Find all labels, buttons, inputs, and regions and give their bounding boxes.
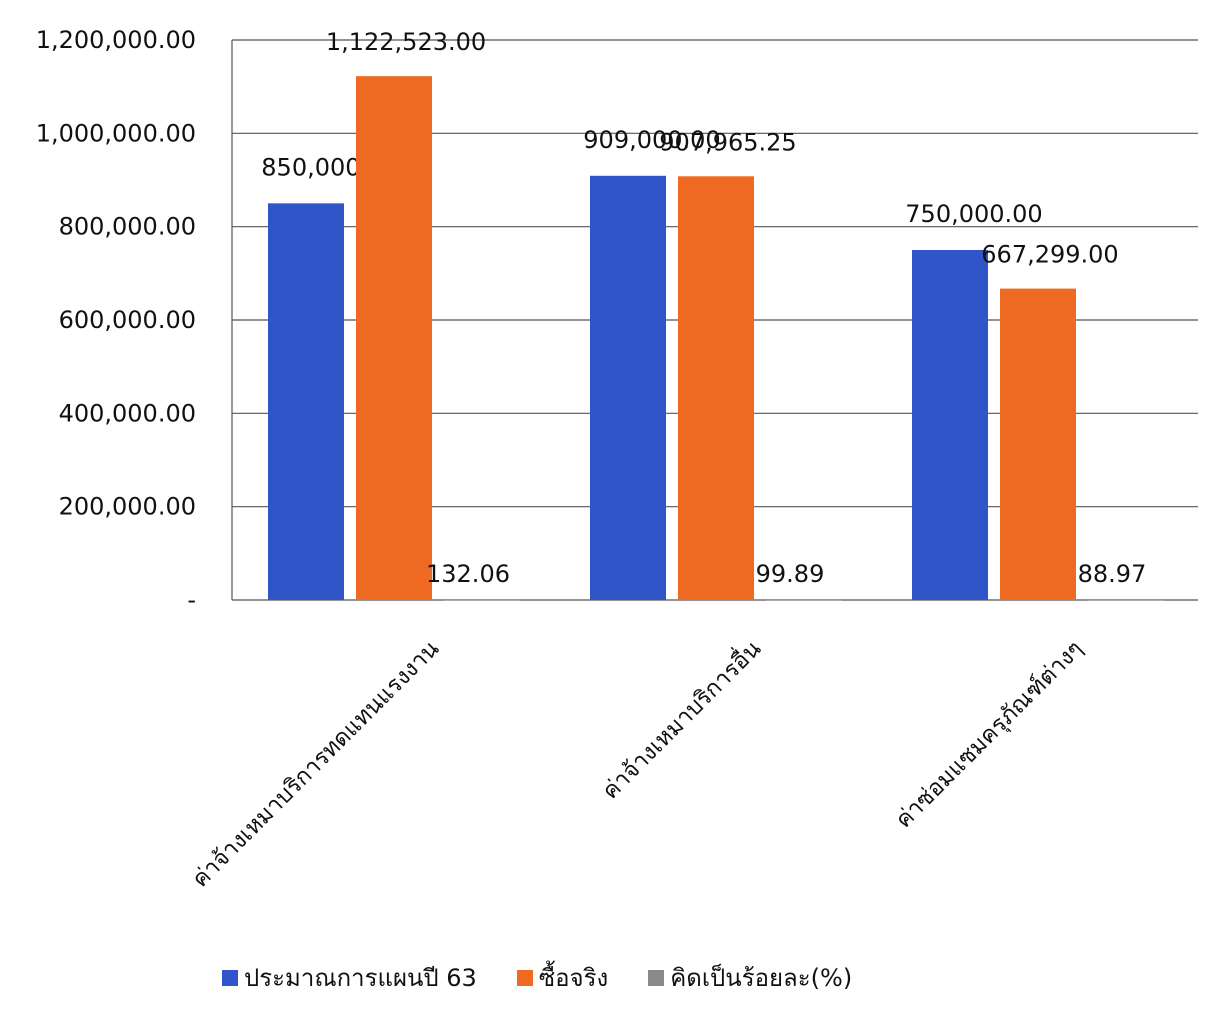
bar-plan	[268, 203, 344, 601]
data-label: 1,122,523.00	[326, 28, 486, 56]
y-tick-label: 1,200,000.00	[36, 26, 196, 54]
data-label: 909,000.00	[583, 126, 720, 154]
data-label: 99.89	[756, 560, 825, 588]
bar-plan	[590, 175, 666, 601]
data-label: 132.06	[426, 560, 510, 588]
y-tick-label: 200,000.00	[59, 493, 196, 521]
legend-label-plan: ประมาณการแผนปี 63	[244, 964, 477, 992]
x-tick-label: ค่าจ้างเหมาบริการทดแทนแรงงาน	[187, 636, 444, 893]
data-label: 750,000.00	[905, 200, 1042, 228]
x-tick-label: ค่าจ้างเหมาบริการอื่น	[595, 633, 767, 805]
legend-item-plan: ประมาณการแผนปี 63	[222, 958, 477, 997]
x-tick-label: ค่าซ่อมแซมครุภัณฑ์ต่างๆ	[890, 635, 1088, 833]
legend-swatch-plan	[222, 969, 238, 986]
y-tick-label: 800,000.00	[59, 213, 196, 241]
bar-actual	[678, 176, 754, 600]
data-label: 88.97	[1078, 560, 1147, 588]
y-tick-label: 400,000.00	[59, 399, 196, 427]
data-label: 667,299.00	[981, 241, 1118, 269]
y-tick-label: 1,000,000.00	[36, 119, 196, 147]
bar-actual	[1000, 288, 1076, 600]
bar-percent	[444, 599, 520, 601]
y-tick-label: 600,000.00	[59, 306, 196, 334]
bar-percent	[766, 599, 842, 601]
y-tick-label: -	[187, 586, 196, 614]
bar-percent	[1088, 599, 1164, 601]
bar-actual	[356, 76, 432, 600]
legend-item-actual: ซื้อจริง	[516, 958, 609, 997]
bar-plan	[912, 250, 988, 600]
legend-item-percent: คิดเป็นร้อยละ(%)	[648, 958, 852, 997]
legend: ประมาณการแผนปี 63 ซื้อจริง คิดเป็นร้อยละ…	[222, 958, 852, 997]
legend-swatch-actual	[516, 969, 533, 986]
data-label: 907,965.25	[659, 128, 796, 156]
legend-swatch-percent	[648, 969, 665, 986]
legend-label-actual: ซื้อจริง	[538, 964, 609, 992]
legend-label-percent: คิดเป็นร้อยละ(%)	[670, 964, 853, 992]
